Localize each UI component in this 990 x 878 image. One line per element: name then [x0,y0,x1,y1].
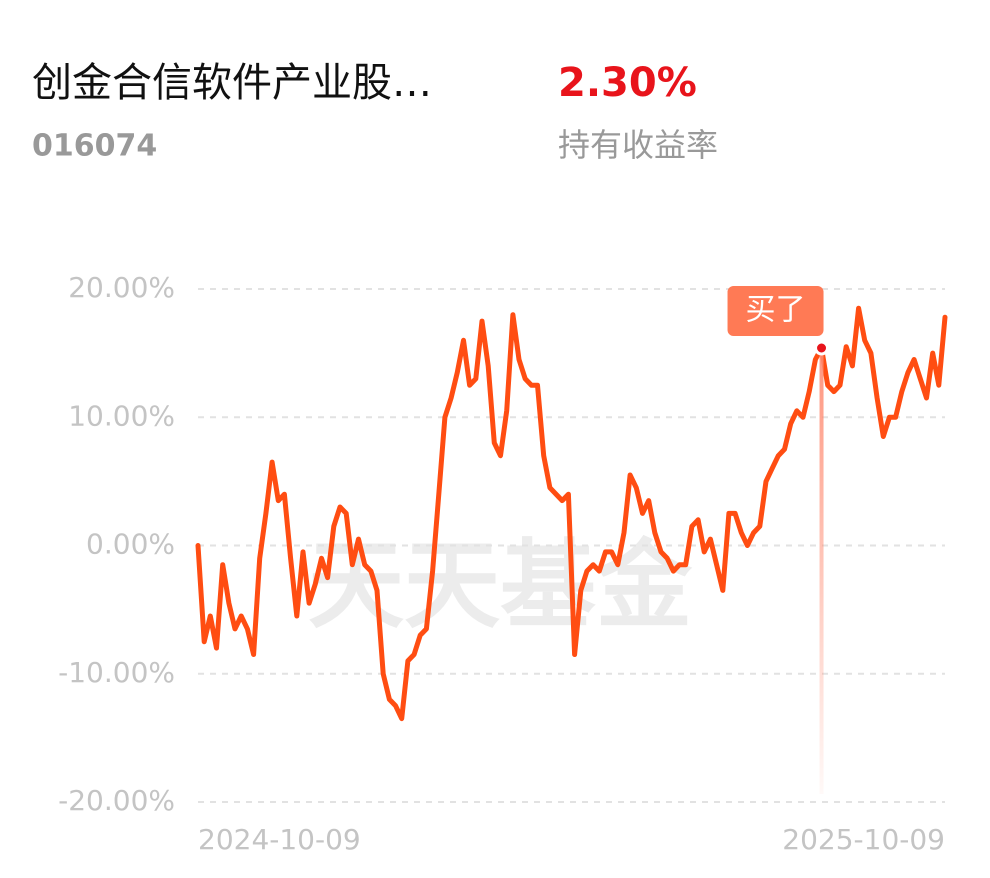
holding-return-label: 持有收益率 [558,126,718,164]
buy-tag [727,285,824,336]
fund-code: 016074 [32,129,157,164]
y-tick-label: 0.00% [86,528,175,561]
holding-return: 2.30% [558,60,697,106]
chart: 天天基金 -20.00% -10.00% 0.00% 10.00% 20.00% 2024-… [58,271,948,856]
buy-guide-line [819,347,824,794]
buy-tag-text: 买了 [746,292,806,327]
y-tick-label: -20.00% [58,784,175,817]
y-tick-label: 10.00% [68,399,175,432]
return-line [195,305,948,722]
x-tick-label: 2024-10-09 [198,823,361,856]
y-tick-label: -10.00% [58,656,175,689]
x-tick-label: 2025-10-09 [782,823,945,856]
y-tick-label: 20.00% [68,271,175,304]
fund-name: 创金合信软件产业股… [32,60,432,106]
watermark: 天天基金 [308,529,693,641]
buy-point [814,340,830,356]
